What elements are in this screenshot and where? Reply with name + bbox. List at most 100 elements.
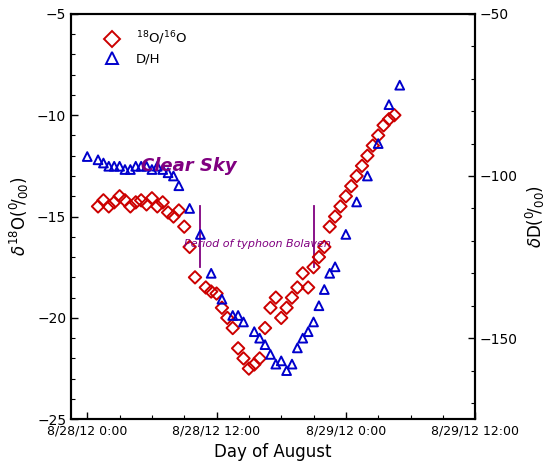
- Point: [309, 264, 318, 271]
- Point: [132, 198, 140, 206]
- Point: [206, 288, 215, 295]
- Point: [104, 203, 113, 210]
- Text: Period of typhoon Bolaven: Period of typhoon Bolaven: [184, 239, 330, 249]
- Point: [99, 159, 108, 167]
- Point: [120, 166, 129, 173]
- Point: [315, 302, 324, 310]
- Point: [120, 197, 129, 204]
- Point: [115, 192, 124, 200]
- Point: [228, 312, 237, 319]
- Point: [299, 334, 307, 342]
- Point: [347, 182, 356, 190]
- Point: [212, 290, 221, 297]
- Point: [363, 152, 372, 159]
- Point: [250, 361, 259, 368]
- Point: [164, 209, 173, 216]
- Point: [115, 163, 124, 170]
- Point: [352, 198, 361, 206]
- Point: [137, 163, 145, 170]
- Point: [309, 318, 318, 325]
- Point: [390, 112, 399, 119]
- Point: [255, 334, 264, 342]
- Point: [369, 142, 377, 149]
- Point: [104, 163, 113, 170]
- Point: [325, 223, 334, 230]
- Point: [315, 253, 324, 261]
- Point: [223, 314, 232, 322]
- Point: [282, 367, 291, 374]
- Point: [261, 324, 270, 332]
- Point: [94, 156, 103, 164]
- Point: [83, 153, 92, 160]
- Point: [304, 328, 312, 335]
- Point: [153, 163, 162, 170]
- Point: [94, 203, 103, 210]
- Point: [158, 198, 167, 206]
- Point: [304, 284, 312, 291]
- X-axis label: Day of August: Day of August: [214, 443, 332, 461]
- Text: Clear Sky: Clear Sky: [141, 157, 237, 175]
- Point: [374, 132, 382, 139]
- Point: [158, 166, 167, 173]
- Point: [239, 318, 248, 325]
- Point: [234, 345, 243, 352]
- Point: [180, 223, 189, 230]
- Point: [126, 166, 135, 173]
- Point: [293, 344, 302, 352]
- Point: [299, 270, 307, 277]
- Point: [169, 213, 178, 220]
- Point: [137, 197, 145, 204]
- Point: [142, 201, 151, 208]
- Point: [250, 328, 259, 335]
- Point: [336, 203, 345, 210]
- Point: [277, 357, 286, 364]
- Point: [244, 365, 253, 372]
- Point: [282, 304, 291, 311]
- Point: [218, 304, 226, 311]
- Point: [185, 243, 194, 251]
- Point: [271, 360, 280, 368]
- Point: [271, 294, 280, 302]
- Point: [357, 162, 366, 170]
- Point: [196, 231, 205, 238]
- Point: [341, 231, 350, 238]
- Point: [110, 163, 119, 170]
- Point: [174, 207, 183, 214]
- Point: [320, 286, 329, 293]
- Point: [206, 270, 215, 277]
- Point: [255, 355, 264, 362]
- Point: [293, 284, 302, 291]
- Point: [218, 295, 226, 303]
- Point: [164, 169, 173, 176]
- Point: [201, 284, 210, 291]
- Point: [234, 312, 243, 319]
- Point: [331, 213, 340, 220]
- Point: [169, 172, 178, 180]
- Point: [287, 294, 296, 302]
- Point: [228, 324, 237, 332]
- Point: [331, 263, 340, 271]
- Legend: $^{18}$O/$^{16}$O, D/H: $^{18}$O/$^{16}$O, D/H: [94, 24, 193, 71]
- Point: [266, 351, 275, 358]
- Point: [379, 121, 388, 129]
- Point: [385, 115, 393, 123]
- Point: [320, 243, 329, 251]
- Point: [126, 203, 135, 210]
- Point: [142, 163, 151, 170]
- Point: [266, 304, 275, 311]
- Point: [148, 166, 157, 173]
- Point: [325, 270, 334, 277]
- Point: [395, 82, 404, 89]
- Point: [110, 198, 119, 206]
- Point: [99, 197, 108, 204]
- Point: [174, 182, 183, 189]
- Point: [190, 273, 199, 281]
- Point: [153, 203, 162, 210]
- Point: [385, 101, 393, 108]
- Point: [261, 341, 270, 348]
- Point: [132, 163, 140, 170]
- Point: [352, 172, 361, 180]
- Point: [287, 360, 296, 368]
- Point: [239, 355, 248, 362]
- Point: [148, 195, 157, 202]
